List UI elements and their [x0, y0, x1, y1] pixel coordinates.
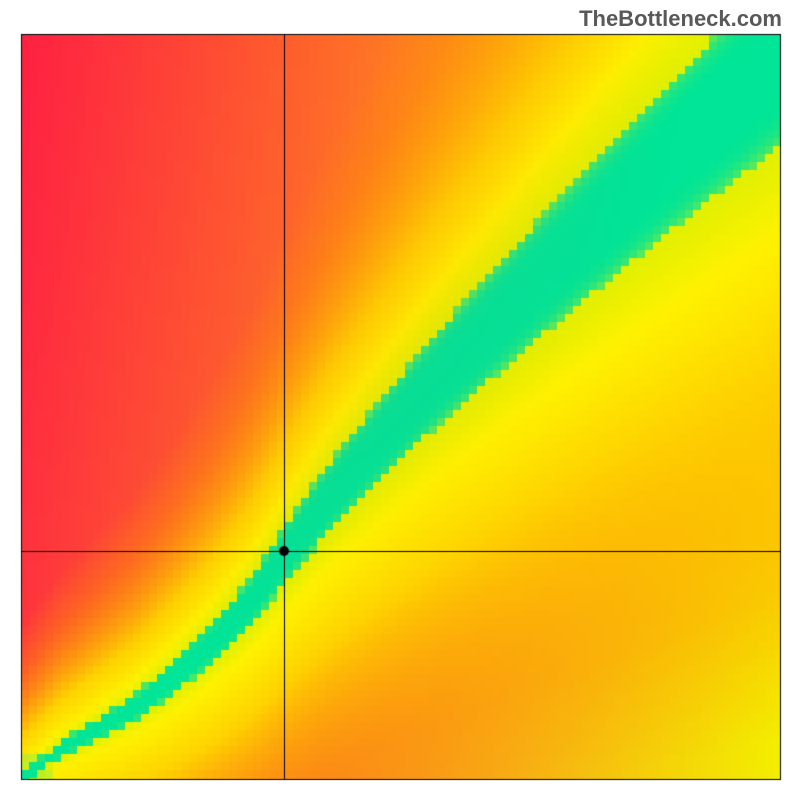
watermark-text: TheBottleneck.com — [579, 6, 782, 32]
bottleneck-heatmap-canvas — [0, 0, 800, 800]
chart-container: TheBottleneck.com — [0, 0, 800, 800]
